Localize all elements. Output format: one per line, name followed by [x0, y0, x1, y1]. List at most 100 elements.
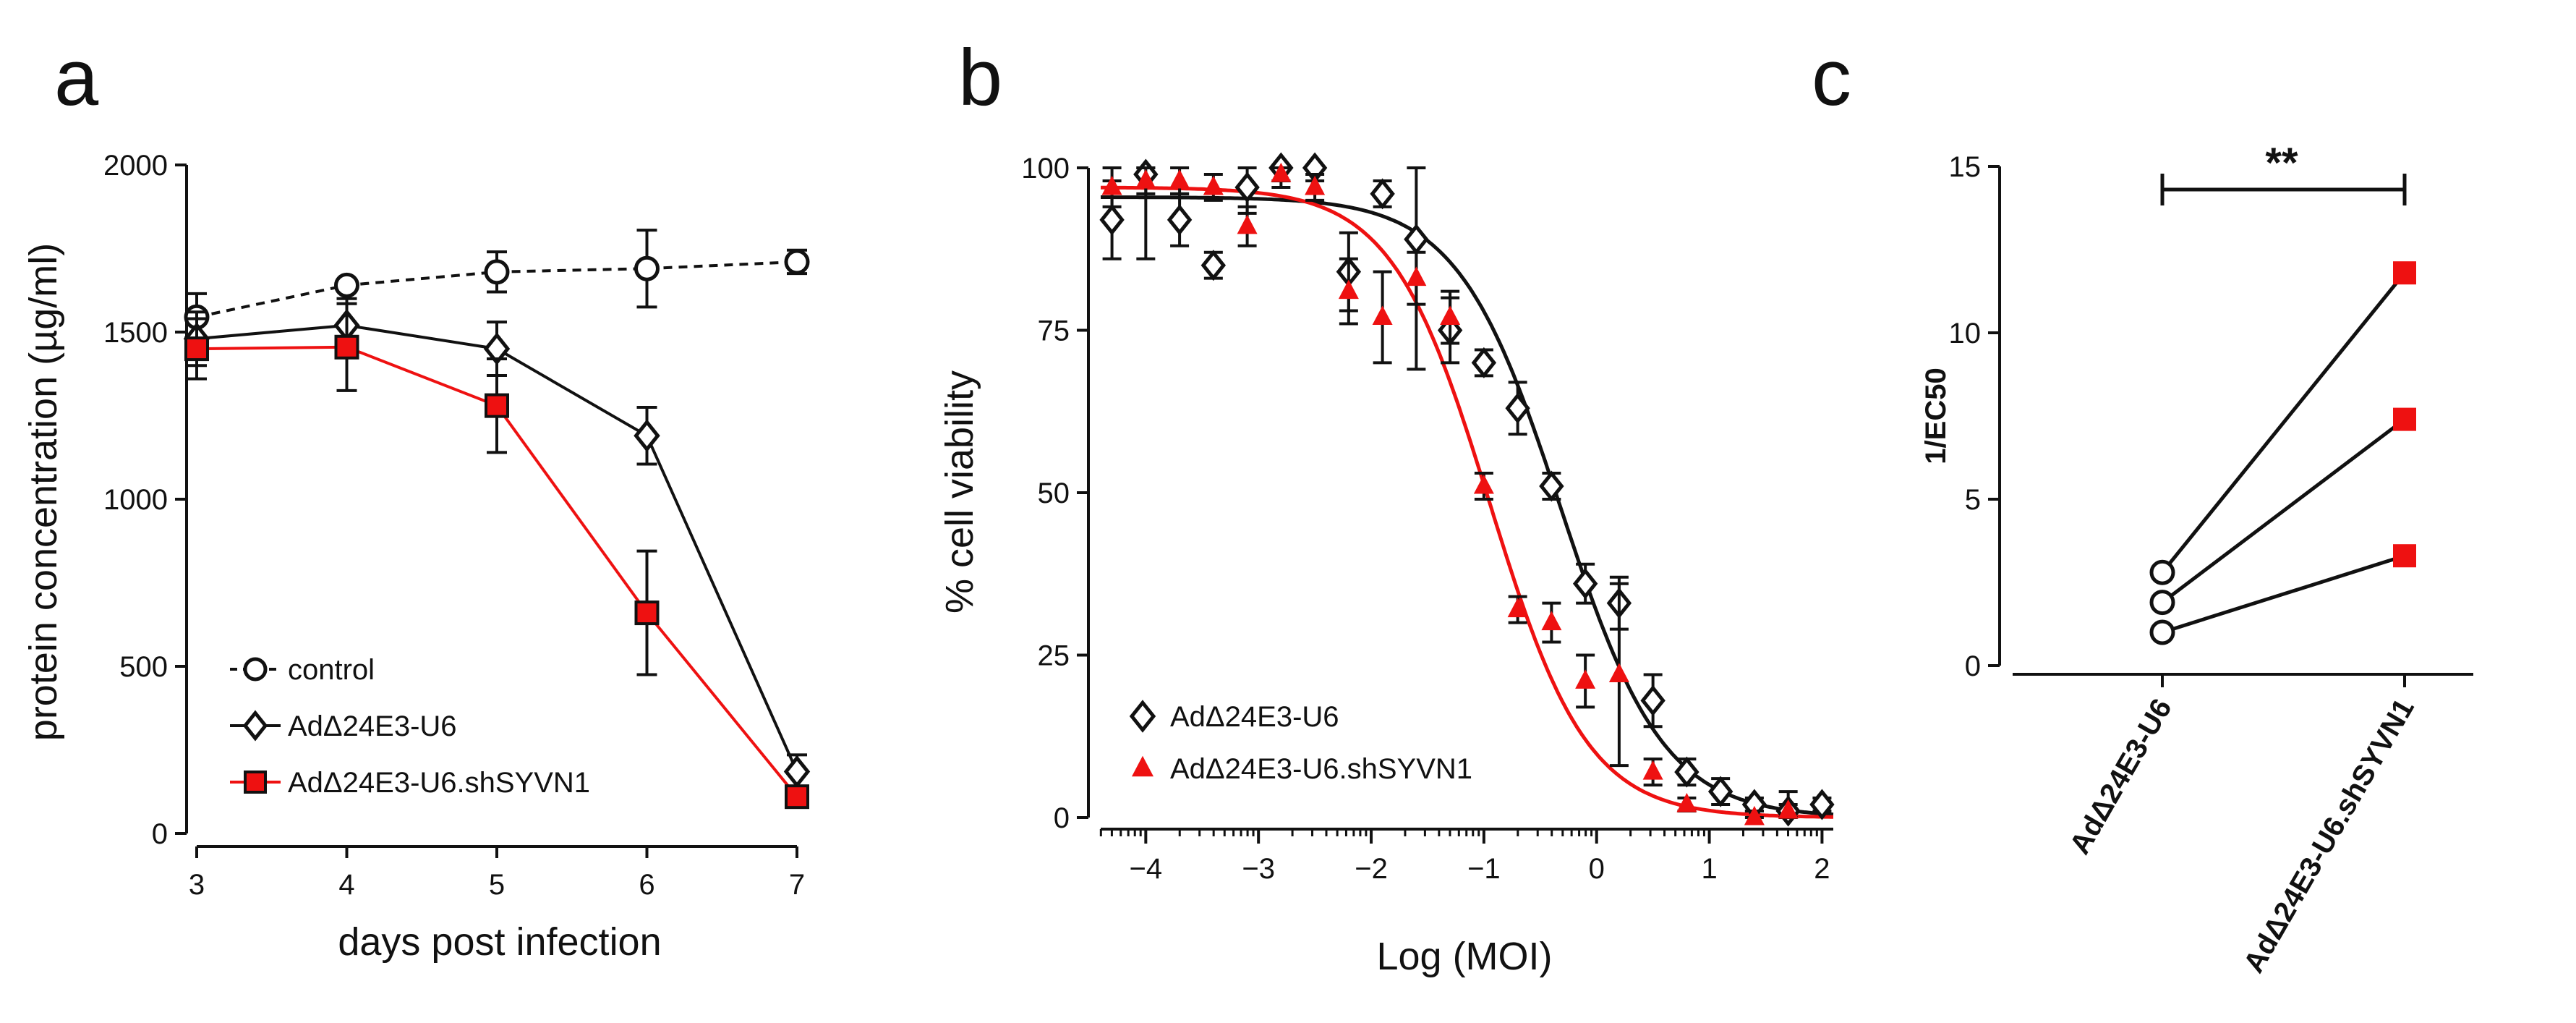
panel-label-a: a — [54, 33, 99, 122]
data-point — [783, 755, 811, 789]
right-point — [2393, 407, 2416, 431]
legend-label: control — [288, 654, 375, 686]
panel-b-xtick-label: 0 — [1589, 853, 1605, 885]
data-point — [334, 334, 359, 360]
data-point — [1099, 204, 1125, 236]
panel-label-c: c — [1812, 33, 1851, 122]
data-point — [1575, 669, 1596, 689]
panel-b-xlabel: Log (MOI) — [1376, 935, 1552, 978]
legend-item: control — [230, 654, 375, 686]
legend-item: AdΔ24E3-U6 — [1129, 700, 1339, 733]
panel-label-b: b — [958, 33, 1002, 122]
data-point — [1642, 760, 1663, 780]
paired-sample-0 — [2149, 261, 2416, 585]
data-point — [1473, 474, 1494, 494]
panel-a-xtick-label: 5 — [489, 869, 505, 901]
data-point — [1200, 250, 1227, 281]
data-point — [784, 249, 810, 275]
legend-marker — [242, 710, 268, 742]
data-point — [1744, 805, 1765, 825]
data-point — [484, 259, 510, 285]
legend-item: AdΔ24E3-U6 — [230, 710, 457, 742]
panel-c-chart: 0 5 10 15 AdΔ24E3-U6 AdΔ24E3-U6.shSYVN1 1/EC5… — [1920, 140, 2473, 978]
data-point — [1370, 178, 1395, 210]
right-point — [2393, 544, 2416, 568]
data-point — [1338, 279, 1359, 300]
data-point — [1404, 224, 1429, 255]
pair-line — [2162, 553, 2405, 634]
legend-label: AdΔ24E3-U6 — [288, 710, 457, 742]
panel-a-series — [183, 229, 811, 810]
pair-line — [2161, 417, 2406, 604]
data-point — [1237, 214, 1258, 234]
panel-b-xtick-label: −3 — [1242, 853, 1275, 885]
panel-b-xtick-label: 1 — [1701, 853, 1717, 885]
panel-a-ytick-label: 1000 — [103, 484, 168, 516]
panel-b-ytick-label: 25 — [1038, 640, 1070, 672]
data-point — [1234, 171, 1260, 203]
data-point — [1539, 470, 1564, 502]
panel-b-series-1 — [1101, 162, 1799, 825]
panel-a-ytick-label: 500 — [119, 651, 168, 683]
data-point — [1608, 663, 1629, 682]
panel-c-ytick-label: 5 — [1965, 484, 1981, 516]
panel-a-legend: control AdΔ24E3-U6 AdΔ24E3-U6.shSYVN1 — [230, 654, 590, 799]
panel-c-category-label: AdΔ24E3-U6 — [2064, 694, 2178, 860]
data-point — [1305, 175, 1326, 195]
legend-label: AdΔ24E3-U6.shSYVN1 — [288, 767, 590, 799]
pair-line — [2161, 271, 2406, 574]
panel-a-xtick-label: 7 — [789, 869, 805, 901]
data-point — [634, 255, 660, 281]
data-point — [1471, 347, 1497, 378]
panel-a-ytick-label: 1500 — [103, 317, 168, 349]
legend-label: AdΔ24E3-U6.shSYVN1 — [1170, 753, 1472, 785]
panel-c-ytick-label: 0 — [1965, 650, 1981, 682]
panel-a-xtick-label: 6 — [639, 869, 654, 901]
data-point — [1167, 204, 1193, 236]
data-point — [1778, 799, 1799, 819]
data-point — [785, 784, 809, 810]
left-point — [2149, 619, 2175, 645]
data-point — [1505, 392, 1530, 424]
data-point — [1676, 792, 1697, 812]
panel-c-ytick-label: 10 — [1949, 318, 1982, 349]
panel-b-ticks: 0 25 50 75 100 −4 −3 −2 −1 0 1 2 — [1021, 153, 1830, 885]
paired-sample-1 — [2149, 407, 2416, 616]
data-point — [1507, 598, 1528, 618]
panel-a-ytick-label: 2000 — [103, 150, 168, 182]
panel-a-chart: 0 500 1000 1500 2000 3 4 5 6 7 days post infectio… — [22, 150, 811, 964]
legend-marker — [244, 771, 267, 794]
legend-item: AdΔ24E3-U6.shSYVN1 — [230, 767, 590, 799]
panel-a-xtick-label: 4 — [338, 869, 354, 901]
panel-b-legend: AdΔ24E3-U6 AdΔ24E3-U6.shSYVN1 — [1129, 700, 1472, 785]
panel-b-ytick-label: 0 — [1054, 802, 1070, 834]
panel-b-xtick-label: −1 — [1467, 853, 1501, 885]
data-point — [1541, 611, 1562, 631]
data-point — [485, 393, 509, 418]
panel-b-xtick-label: −4 — [1130, 853, 1163, 885]
panel-a-series-2 — [184, 302, 809, 810]
panel-b-ytick-label: 100 — [1021, 153, 1070, 184]
panel-b-ytick-label: 75 — [1038, 315, 1070, 347]
data-point — [634, 600, 660, 626]
right-point — [2393, 261, 2416, 285]
legend-marker — [1129, 700, 1156, 733]
data-point — [1707, 776, 1733, 807]
panel-b-xtick-label: −2 — [1355, 853, 1388, 885]
paired-sample-2 — [2149, 544, 2416, 645]
data-point — [1440, 305, 1461, 326]
panel-c-pairs — [2149, 261, 2416, 645]
panel-c-category-label: AdΔ24E3-U6.shSYVN1 — [2238, 694, 2421, 978]
data-point — [634, 419, 660, 452]
panel-b-xtick-label: 2 — [1814, 853, 1830, 885]
data-point — [1809, 789, 1835, 820]
data-point — [1372, 305, 1393, 326]
panel-b-fit-curves — [1101, 185, 1834, 819]
data-point — [1271, 162, 1292, 182]
panel-b-fit-curve-1 — [1101, 185, 1833, 819]
panel-a-ticks: 0 500 1000 1500 2000 3 4 5 6 7 — [103, 150, 805, 901]
panel-b-series — [1099, 152, 1835, 827]
legend-marker — [243, 657, 268, 682]
panel-a-ytick-label: 0 — [152, 818, 168, 850]
